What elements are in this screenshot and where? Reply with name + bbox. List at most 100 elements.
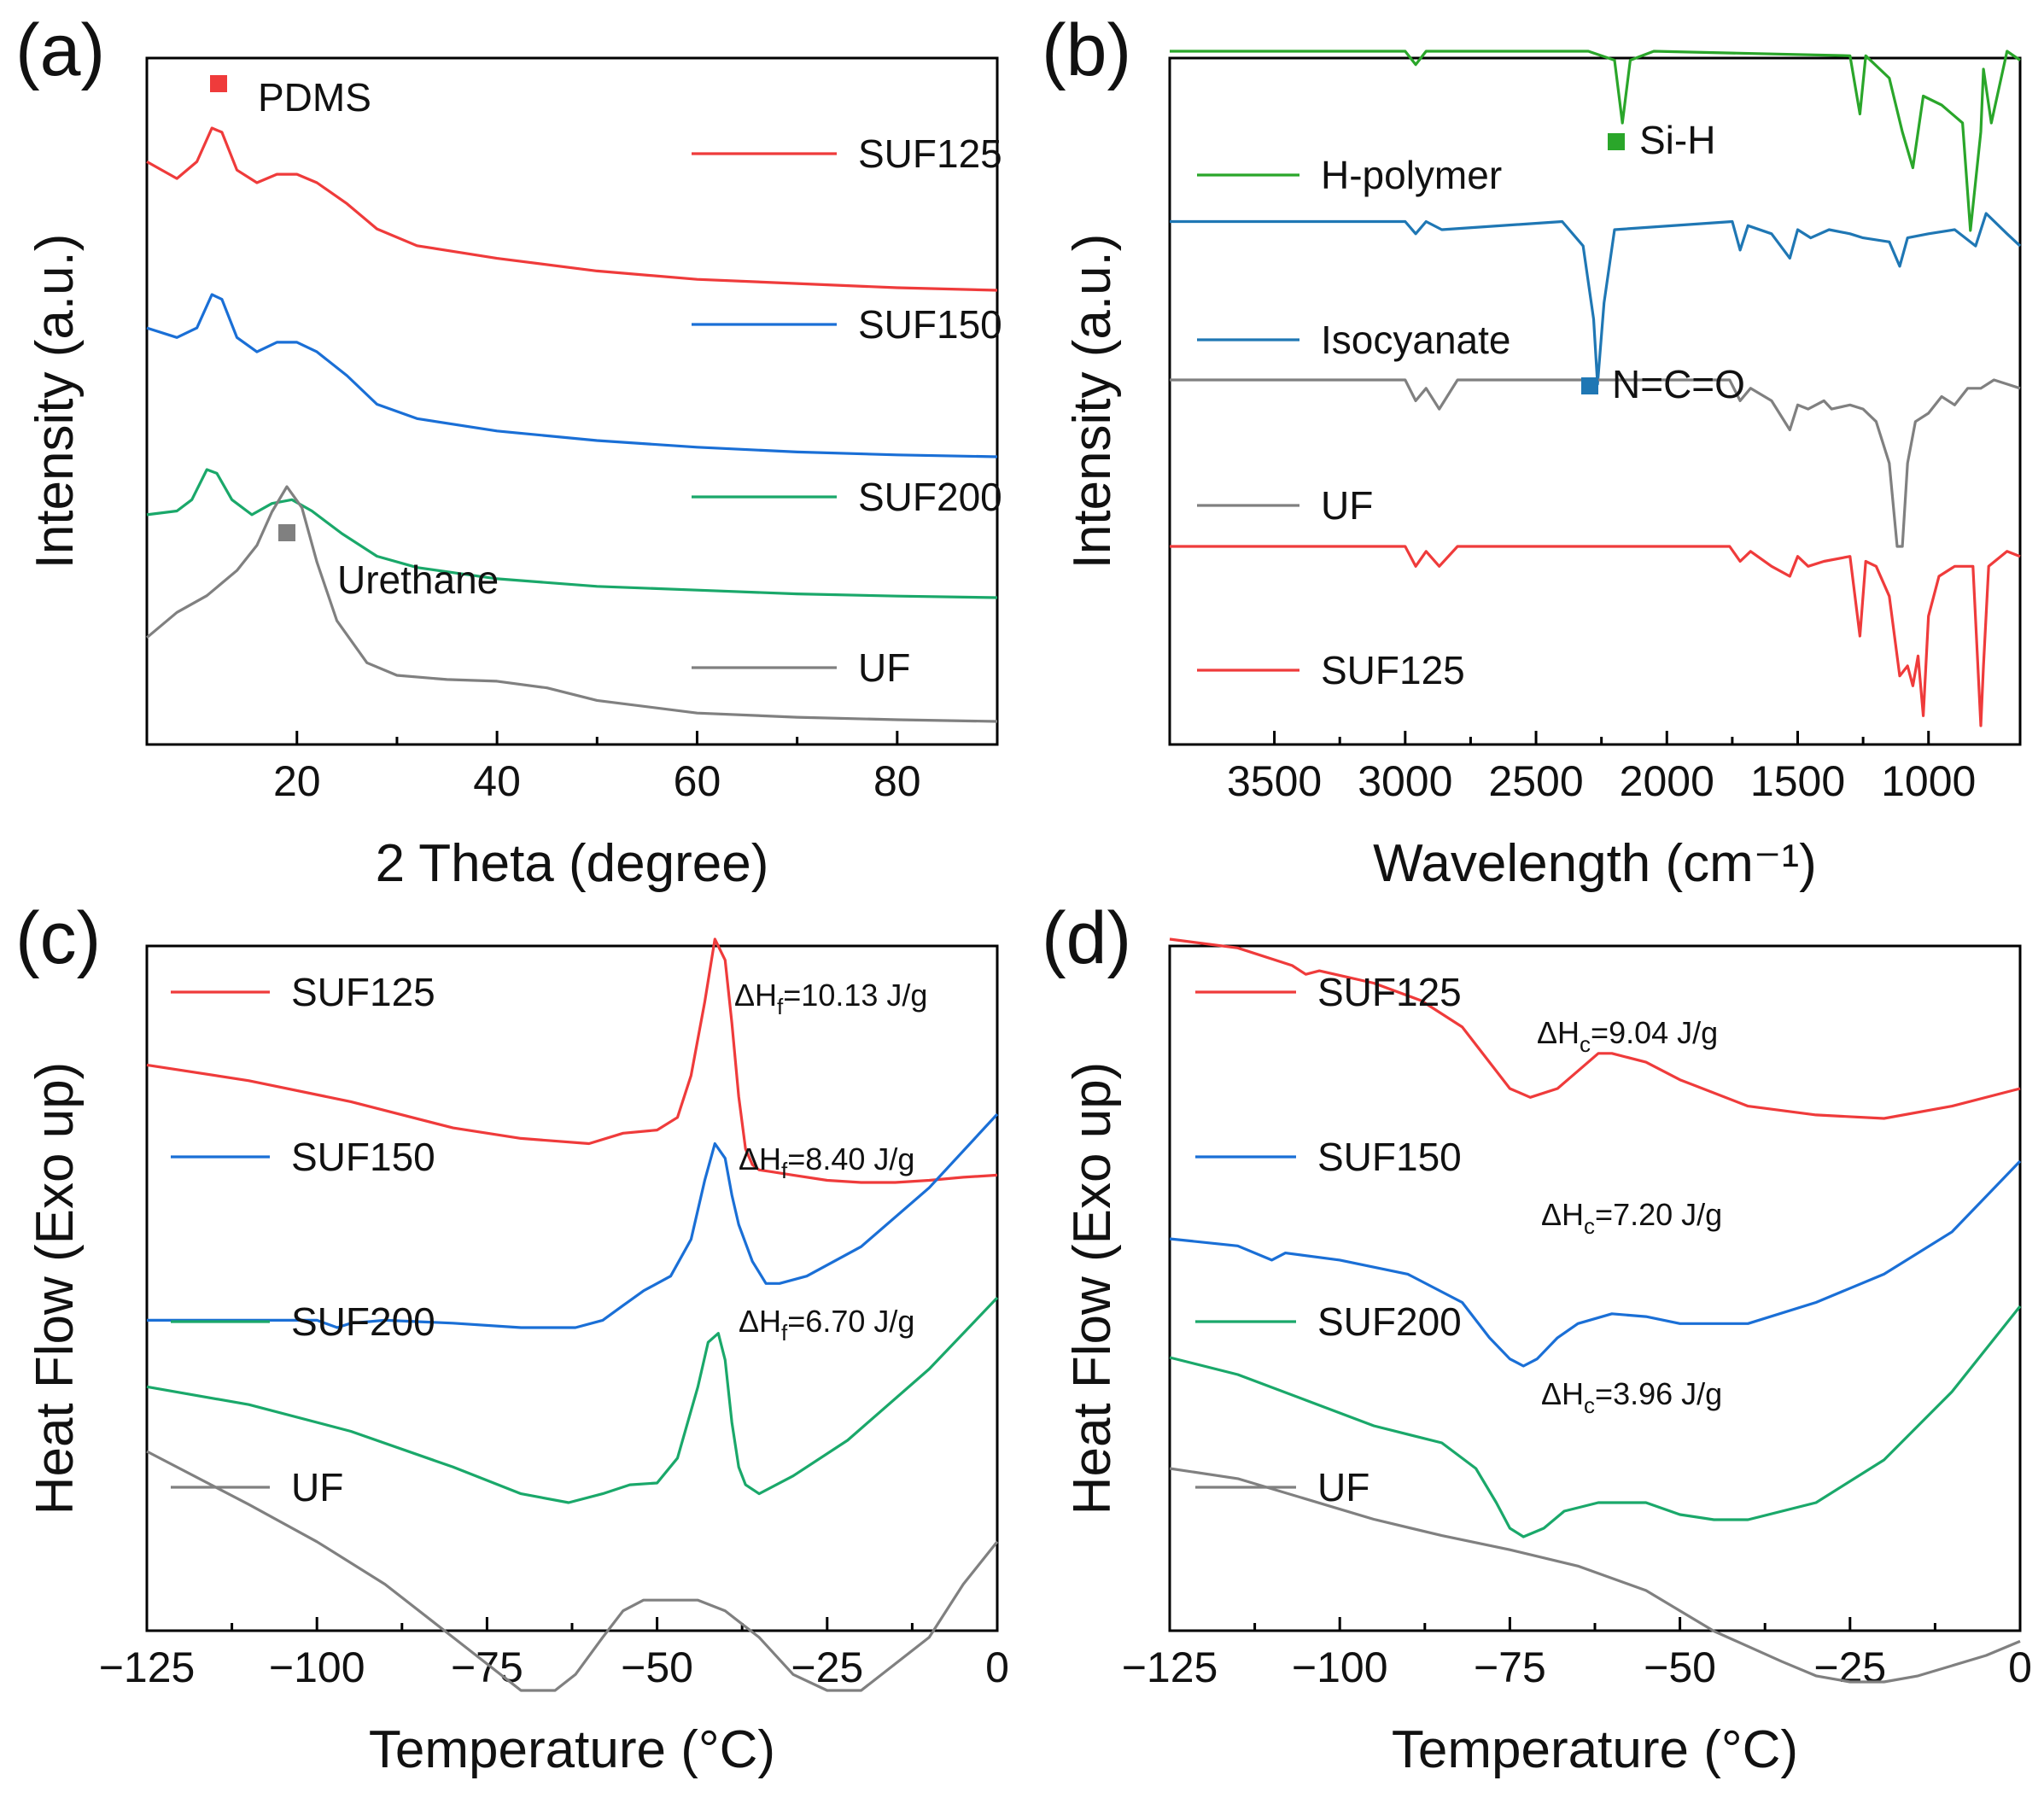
legend-label: SUF150 [858, 302, 1002, 347]
enthalpy-value: =3.96 J/g [1595, 1376, 1722, 1411]
series-line-uf [1170, 378, 2021, 548]
legend-label: SUF125 [1321, 648, 1465, 692]
annotation-marker [278, 524, 295, 541]
y-axis-title: Intensity (a.u.) [1063, 234, 1122, 569]
legend-label: SUF200 [858, 475, 1002, 519]
series-line-suf150 [1169, 1159, 2022, 1368]
series-line-suf125 [1169, 937, 2021, 1120]
legend-item: UF [171, 1465, 343, 1509]
legend-label: SUF200 [291, 1299, 435, 1344]
series-line-suf125 [146, 937, 998, 1184]
series-line-suf200 [1169, 1305, 2022, 1538]
panel-letter: (b) [1042, 9, 1131, 91]
x-axis-title: 2 Theta (degree) [376, 834, 769, 893]
x-tick-label: 0 [2008, 1643, 2032, 1691]
x-tick-label: 2000 [1620, 757, 1714, 805]
enthalpy-label: ΔHf=10.13 J/g [734, 978, 927, 1019]
legend-item: UF [692, 645, 910, 690]
x-tick-label: 0 [985, 1643, 1009, 1691]
panel-a: (a) 20 40 60 80 2 Theta (degree) Intensity (a.… [15, 9, 1002, 893]
enthalpy-label: ΔHc=9.04 J/g [1537, 1015, 1718, 1057]
enthalpy-symbol: ΔH [1537, 1015, 1580, 1050]
enthalpy-subscript: c [1584, 1213, 1595, 1239]
enthalpy-symbol: ΔH [739, 1141, 781, 1176]
x-tick-label: 20 [273, 757, 321, 805]
x-tick-label: 3500 [1227, 757, 1322, 805]
series-line-suf150 [146, 293, 998, 458]
legend-item: SUF150 [171, 1135, 435, 1179]
x-tick-label: 1000 [1881, 757, 1976, 805]
legend-label: SUF125 [1317, 970, 1462, 1014]
x-tick-label: 60 [674, 757, 721, 805]
series-line-suf200 [146, 468, 998, 599]
legend-item: UF [1195, 1465, 1369, 1509]
plot-frame [145, 56, 999, 746]
enthalpy-value: =8.40 J/g [787, 1141, 914, 1176]
series-line-suf125 [146, 126, 998, 292]
x-tick-label: −100 [269, 1643, 365, 1691]
legend-item: H-polymer [1197, 153, 1502, 197]
annotation-marker [1608, 133, 1625, 150]
enthalpy-label: ΔHc=7.20 J/g [1541, 1197, 1722, 1239]
legend-label: SUF125 [291, 970, 435, 1014]
legend-item: SUF200 [171, 1299, 435, 1344]
enthalpy-value: =9.04 J/g [1591, 1015, 1718, 1050]
legend-item: SUF125 [1195, 970, 1462, 1014]
legend-item: SUF200 [1195, 1299, 1462, 1344]
legend-label: SUF200 [1317, 1299, 1462, 1344]
legend-label: SUF150 [1317, 1135, 1462, 1179]
enthalpy-subscript: c [1584, 1392, 1595, 1418]
x-axis-title: Temperature (°C) [1392, 1720, 1798, 1779]
x-tick-label: 80 [873, 757, 921, 805]
legend-label: UF [291, 1465, 343, 1509]
plot-frame [1168, 56, 2022, 746]
legend-label: UF [1321, 483, 1373, 528]
enthalpy-subscript: f [781, 1320, 788, 1346]
legend-label: Isocyanate [1321, 318, 1510, 362]
legend-label: UF [1317, 1465, 1369, 1509]
x-tick-label: −25 [791, 1643, 863, 1691]
legend-label: UF [858, 645, 910, 690]
legend-item: SUF200 [692, 475, 1002, 519]
annotation-marker [1581, 377, 1598, 394]
x-tick-label: 1500 [1750, 757, 1845, 805]
series-line-suf200 [146, 1296, 999, 1504]
legend-item: SUF125 [1197, 648, 1465, 692]
x-tick-label: 3000 [1358, 757, 1452, 805]
enthalpy-label: ΔHf=8.40 J/g [739, 1141, 914, 1183]
legend-item: SUF125 [692, 131, 1002, 176]
series-line-suf125 [1170, 545, 2021, 727]
series-line-uf [1169, 1467, 2021, 1684]
panel-letter: (c) [15, 897, 101, 979]
legend-item: SUF150 [692, 302, 1002, 347]
enthalpy-subscript: c [1580, 1031, 1591, 1057]
series-line-suf150 [147, 1112, 999, 1329]
annotation-label: Urethane [337, 558, 499, 602]
enthalpy-symbol: ΔH [739, 1304, 781, 1339]
series-line-uf [146, 1450, 999, 1692]
enthalpy-symbol: ΔH [1541, 1197, 1584, 1232]
x-axis-title: Wavelength (cm⁻¹) [1373, 834, 1817, 893]
legend-item: SUF150 [1195, 1135, 1462, 1179]
annotation-label: Si-H [1639, 118, 1715, 162]
annotation-label: PDMS [258, 75, 371, 120]
x-tick-label: 40 [473, 757, 521, 805]
panel-letter: (a) [15, 9, 105, 91]
legend-label: SUF125 [858, 131, 1002, 176]
x-tick-label: −125 [1122, 1643, 1218, 1691]
x-tick-label: −50 [621, 1643, 693, 1691]
y-axis-title: Heat Flow (Exo up) [1063, 1062, 1122, 1515]
x-tick-label: −25 [1813, 1643, 1886, 1691]
x-tick-label: −100 [1292, 1643, 1388, 1691]
plot-frame [145, 944, 999, 1632]
panel-letter: (d) [1042, 897, 1131, 979]
enthalpy-label: ΔHf=6.70 J/g [739, 1304, 914, 1346]
legend-item: UF [1197, 483, 1373, 528]
enthalpy-subscript: f [781, 1158, 788, 1183]
enthalpy-symbol: ΔH [1541, 1376, 1584, 1411]
enthalpy-value: =7.20 J/g [1595, 1197, 1722, 1232]
enthalpy-subscript: f [777, 994, 784, 1019]
enthalpy-value: =6.70 J/g [787, 1304, 914, 1339]
enthalpy-label: ΔHc=3.96 J/g [1541, 1376, 1722, 1418]
